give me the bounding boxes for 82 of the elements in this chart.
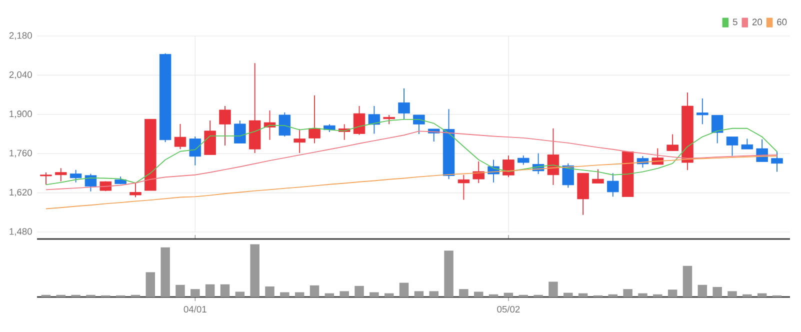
bar	[444, 250, 454, 297]
bar	[668, 290, 678, 297]
bar	[235, 292, 245, 297]
bar	[459, 289, 468, 297]
bar	[370, 292, 379, 297]
candlestick	[502, 155, 514, 178]
candlestick	[711, 114, 724, 144]
candlestick	[353, 106, 366, 136]
candlestick	[294, 128, 306, 154]
bar	[712, 286, 722, 297]
bar	[324, 293, 334, 297]
bar	[548, 282, 558, 297]
bar	[504, 292, 514, 297]
x-tick-label: 04/01	[184, 306, 206, 313]
candlestick	[383, 114, 395, 125]
candlestick	[413, 114, 425, 134]
bar	[414, 291, 424, 297]
bar	[384, 293, 394, 297]
x-tick-label: 05/02	[497, 306, 520, 313]
candlestick	[55, 168, 67, 182]
candlestick	[607, 172, 619, 198]
candlestick	[562, 162, 574, 188]
bar	[623, 289, 632, 297]
bar	[205, 284, 215, 297]
y-tick-label: 1,480	[10, 228, 32, 236]
bar	[146, 272, 156, 297]
y-tick-label: 1,760	[10, 150, 32, 158]
bar	[176, 284, 185, 297]
bar	[190, 289, 200, 297]
bar	[564, 292, 573, 297]
candlestick	[234, 120, 246, 144]
bar	[294, 292, 304, 297]
candlestick	[130, 182, 142, 198]
candlestick	[592, 168, 604, 184]
candlestick	[472, 160, 484, 184]
bar	[250, 244, 260, 297]
bar	[698, 284, 708, 297]
candlestick	[204, 120, 216, 156]
legend-label: 60	[777, 18, 787, 26]
y-tick-label: 1,620	[10, 188, 32, 197]
y-tick-label: 2,040	[9, 71, 32, 80]
bar	[578, 293, 588, 297]
candlestick	[174, 123, 186, 150]
bar	[608, 294, 618, 297]
bar	[742, 294, 752, 297]
candlestick	[40, 172, 52, 186]
bar	[160, 247, 170, 297]
candlestick	[741, 138, 754, 150]
legend-label: 20	[752, 18, 762, 26]
candlestick	[696, 98, 708, 125]
candlestick	[726, 136, 738, 156]
bar	[280, 292, 290, 297]
bar	[265, 286, 274, 297]
candlestick	[398, 88, 410, 120]
candlestick	[458, 174, 470, 200]
candlestick	[308, 94, 320, 144]
bar	[682, 266, 692, 297]
candlestick	[70, 169, 82, 183]
bar	[638, 293, 648, 297]
candlestick	[771, 151, 783, 172]
bar	[399, 282, 409, 297]
bar	[310, 285, 320, 297]
bar	[340, 291, 349, 297]
bar	[653, 294, 662, 297]
bar	[728, 291, 737, 297]
candlestick	[547, 128, 560, 186]
candlestick	[518, 155, 530, 166]
candlestick	[368, 106, 380, 134]
y-tick-label: 2,180	[9, 32, 32, 40]
bar	[488, 294, 498, 297]
bar	[429, 291, 438, 297]
y-tick-label: 1,900	[10, 110, 32, 118]
legend-label: 5	[732, 18, 738, 26]
candlestick	[189, 136, 202, 166]
candlestick	[278, 112, 291, 137]
candlestick	[219, 106, 231, 146]
candlestick	[666, 134, 678, 152]
bar	[354, 286, 364, 297]
candlestick	[84, 173, 97, 192]
bar	[220, 284, 230, 297]
bar	[757, 293, 767, 297]
bar	[474, 292, 484, 297]
